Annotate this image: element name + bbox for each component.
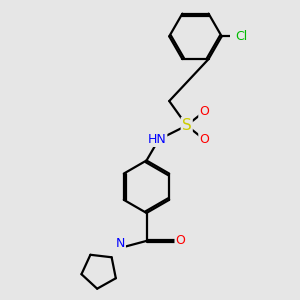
- Text: O: O: [176, 234, 185, 248]
- Text: S: S: [182, 118, 192, 133]
- Text: N: N: [116, 237, 125, 250]
- Text: HN: HN: [148, 133, 166, 146]
- Text: O: O: [199, 105, 209, 118]
- Text: O: O: [199, 133, 209, 146]
- Text: Cl: Cl: [235, 30, 247, 43]
